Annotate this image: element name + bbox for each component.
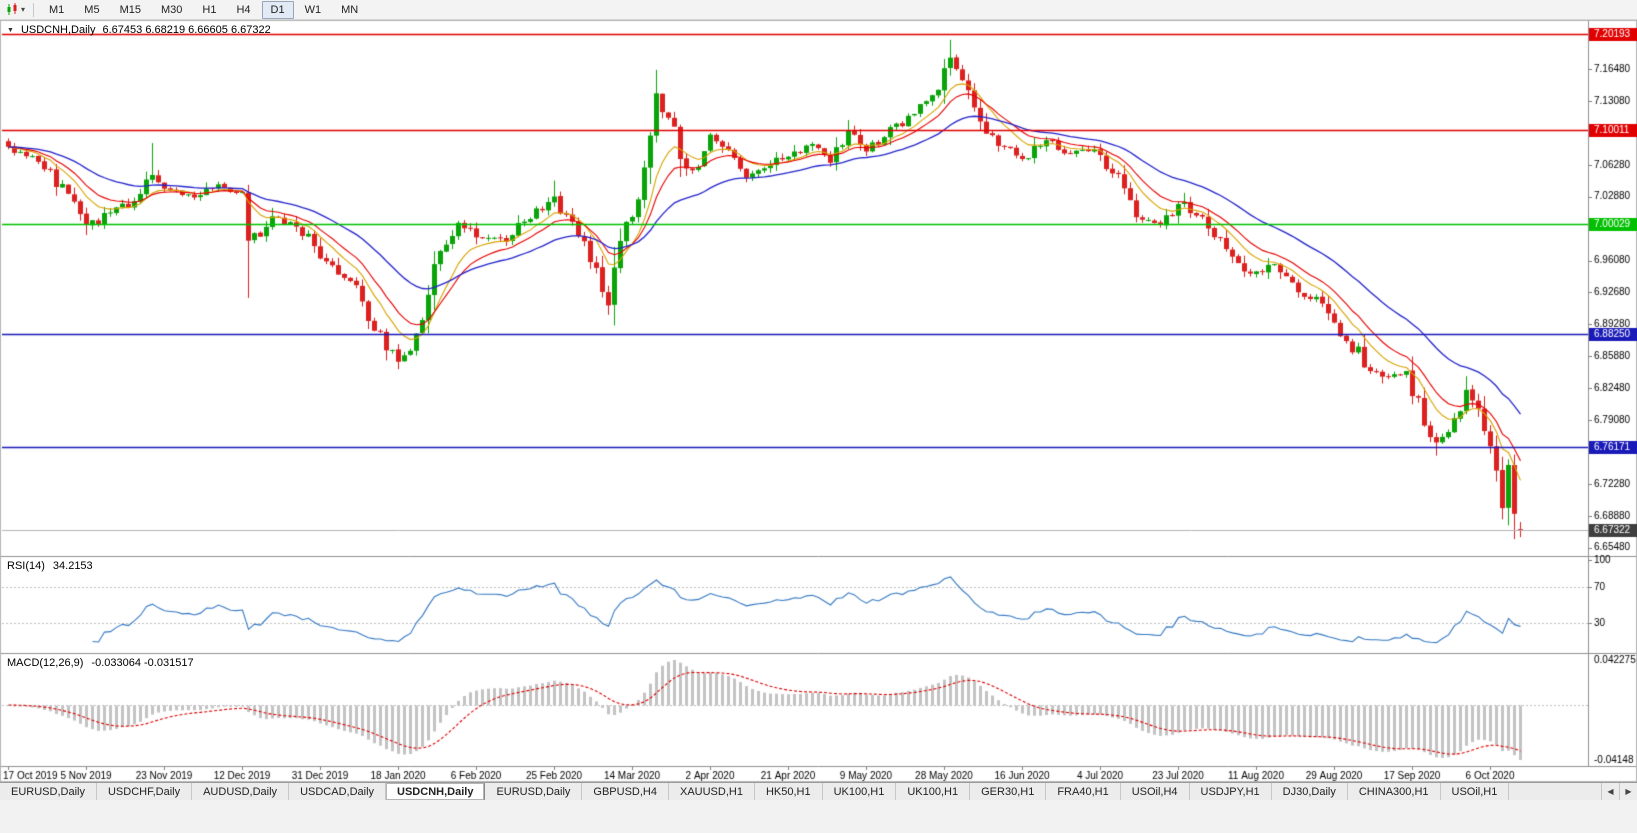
tab-scroll-left-icon[interactable]: ◀ [1601, 783, 1619, 800]
chart-tab-usdcad-daily[interactable]: USDCAD,Daily [289, 783, 387, 800]
chart-tab-xauusd-h1[interactable]: XAUUSD,H1 [668, 783, 755, 800]
chart-tab-audusd-daily[interactable]: AUDUSD,Daily [192, 783, 290, 800]
timeframe-button-m5[interactable]: M5 [84, 3, 100, 16]
tab-scroll-arrows: ◀ ▶ [1601, 783, 1637, 800]
timeframe-button-h4[interactable]: H4 [236, 3, 251, 16]
chart-tab-usdcnh-daily[interactable]: USDCNH,Daily [386, 783, 486, 800]
chart-tab-uk100-h1[interactable]: UK100,H1 [896, 783, 971, 800]
chart-tab-usoil-h4[interactable]: USOil,H4 [1120, 783, 1190, 800]
candlestick-icon-graphic [7, 3, 16, 15]
tab-scroll-right-icon[interactable]: ▶ [1619, 783, 1637, 800]
chart-tab-eurusd-daily[interactable]: EURUSD,Daily [0, 783, 97, 800]
chart-tab-usoil-h1[interactable]: USOil,H1 [1440, 783, 1510, 800]
timeframe-buttons: M1 M5 M15 M30 H1 H4 D1 W1 MN [39, 0, 368, 19]
chart-tab-usdchf-daily[interactable]: USDCHF,Daily [96, 783, 193, 800]
timeframe-button-d1[interactable]: D1 [261, 0, 294, 19]
chart-window: ▼ USDCNH,Daily 6.67453 6.68219 6.66605 6… [0, 20, 1637, 782]
bottom-filler [0, 800, 1637, 833]
chart-tab-eurusd-daily[interactable]: EURUSD,Daily [485, 783, 583, 800]
toolbar: ▾ M1 M5 M15 M30 H1 H4 D1 W1 MN [0, 0, 1637, 20]
chart-tab-gbpusd-h4[interactable]: GBPUSD,H4 [582, 783, 669, 800]
toolbar-separator [33, 2, 35, 17]
timeframe-button-w1[interactable]: W1 [304, 3, 322, 16]
timeframe-button-mn[interactable]: MN [341, 3, 359, 16]
chart-tab-fra40-h1[interactable]: FRA40,H1 [1046, 783, 1121, 800]
chart-tabs-bar: EURUSD,Daily USDCHF,Daily AUDUSD,Daily USDC… [0, 782, 1637, 800]
timeframe-button-m1[interactable]: M1 [49, 3, 65, 16]
timeframe-button-m15[interactable]: M15 [119, 3, 141, 16]
chart-tab-hk50-h1[interactable]: HK50,H1 [754, 783, 823, 800]
chart-tab-usdjpy-h1[interactable]: USDJPY,H1 [1189, 783, 1272, 800]
chart-tab-ger30-h1[interactable]: GER30,H1 [970, 783, 1047, 800]
price-chart-canvas[interactable] [0, 20, 1637, 782]
timeframe-button-h1[interactable]: H1 [202, 3, 217, 16]
chart-tab-uk100-h1[interactable]: UK100,H1 [822, 783, 897, 800]
chart-tabs: EURUSD,Daily USDCHF,Daily AUDUSD,Daily USDC… [0, 783, 1601, 800]
chart-type-icon[interactable] [4, 3, 20, 17]
chart-tab-china300-h1[interactable]: CHINA300,H1 [1347, 783, 1441, 800]
chart-tab-dj30-daily[interactable]: DJ30,Daily [1271, 783, 1348, 800]
chart-type-dropdown-caret-icon[interactable]: ▾ [21, 5, 26, 14]
timeframe-button-m30[interactable]: M30 [160, 3, 183, 16]
